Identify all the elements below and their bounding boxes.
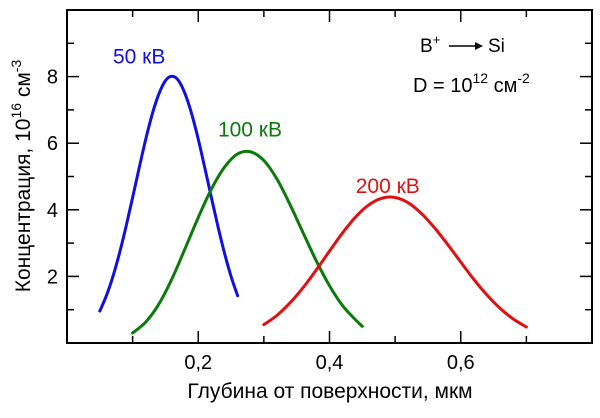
series-labels: 50 кВ 100 кВ 200 кВ	[113, 45, 420, 198]
arrow-head-icon	[475, 42, 483, 50]
series-group	[98, 74, 528, 335]
axis-tick-labels: 0,2 0,4 0,6 2 4 6 8	[47, 67, 475, 374]
y-tick-label: 8	[47, 67, 58, 89]
x-tick-label: 0,4	[316, 352, 344, 374]
series-label-1: 50 кВ	[113, 45, 165, 68]
series-line-1	[98, 74, 240, 313]
annotation: B+ Si D = 1012 см-2	[413, 32, 530, 97]
y-axis-label: Концентрация, 1016 см-3	[8, 60, 35, 293]
axis-ticks	[67, 10, 592, 343]
x-tick-label: 0,6	[447, 352, 475, 374]
series-label-2: 100 кВ	[218, 119, 282, 142]
annotation-line1-left: B+	[420, 32, 440, 57]
annotation-line1-right: Si	[488, 36, 505, 57]
y-tick-label: 4	[47, 200, 58, 222]
series-line-2	[131, 149, 364, 335]
series-label-3: 200 кВ	[356, 175, 420, 198]
series-line-3	[262, 195, 528, 329]
annotation-line1-sup: +	[433, 32, 441, 47]
x-axis-label: Глубина от поверхности, мкм	[187, 380, 472, 403]
annotation-line2: D = 1012 см-2	[413, 70, 530, 97]
y-tick-label: 6	[47, 133, 58, 155]
x-tick-label: 0,2	[184, 352, 212, 374]
y-tick-label: 2	[47, 266, 58, 288]
